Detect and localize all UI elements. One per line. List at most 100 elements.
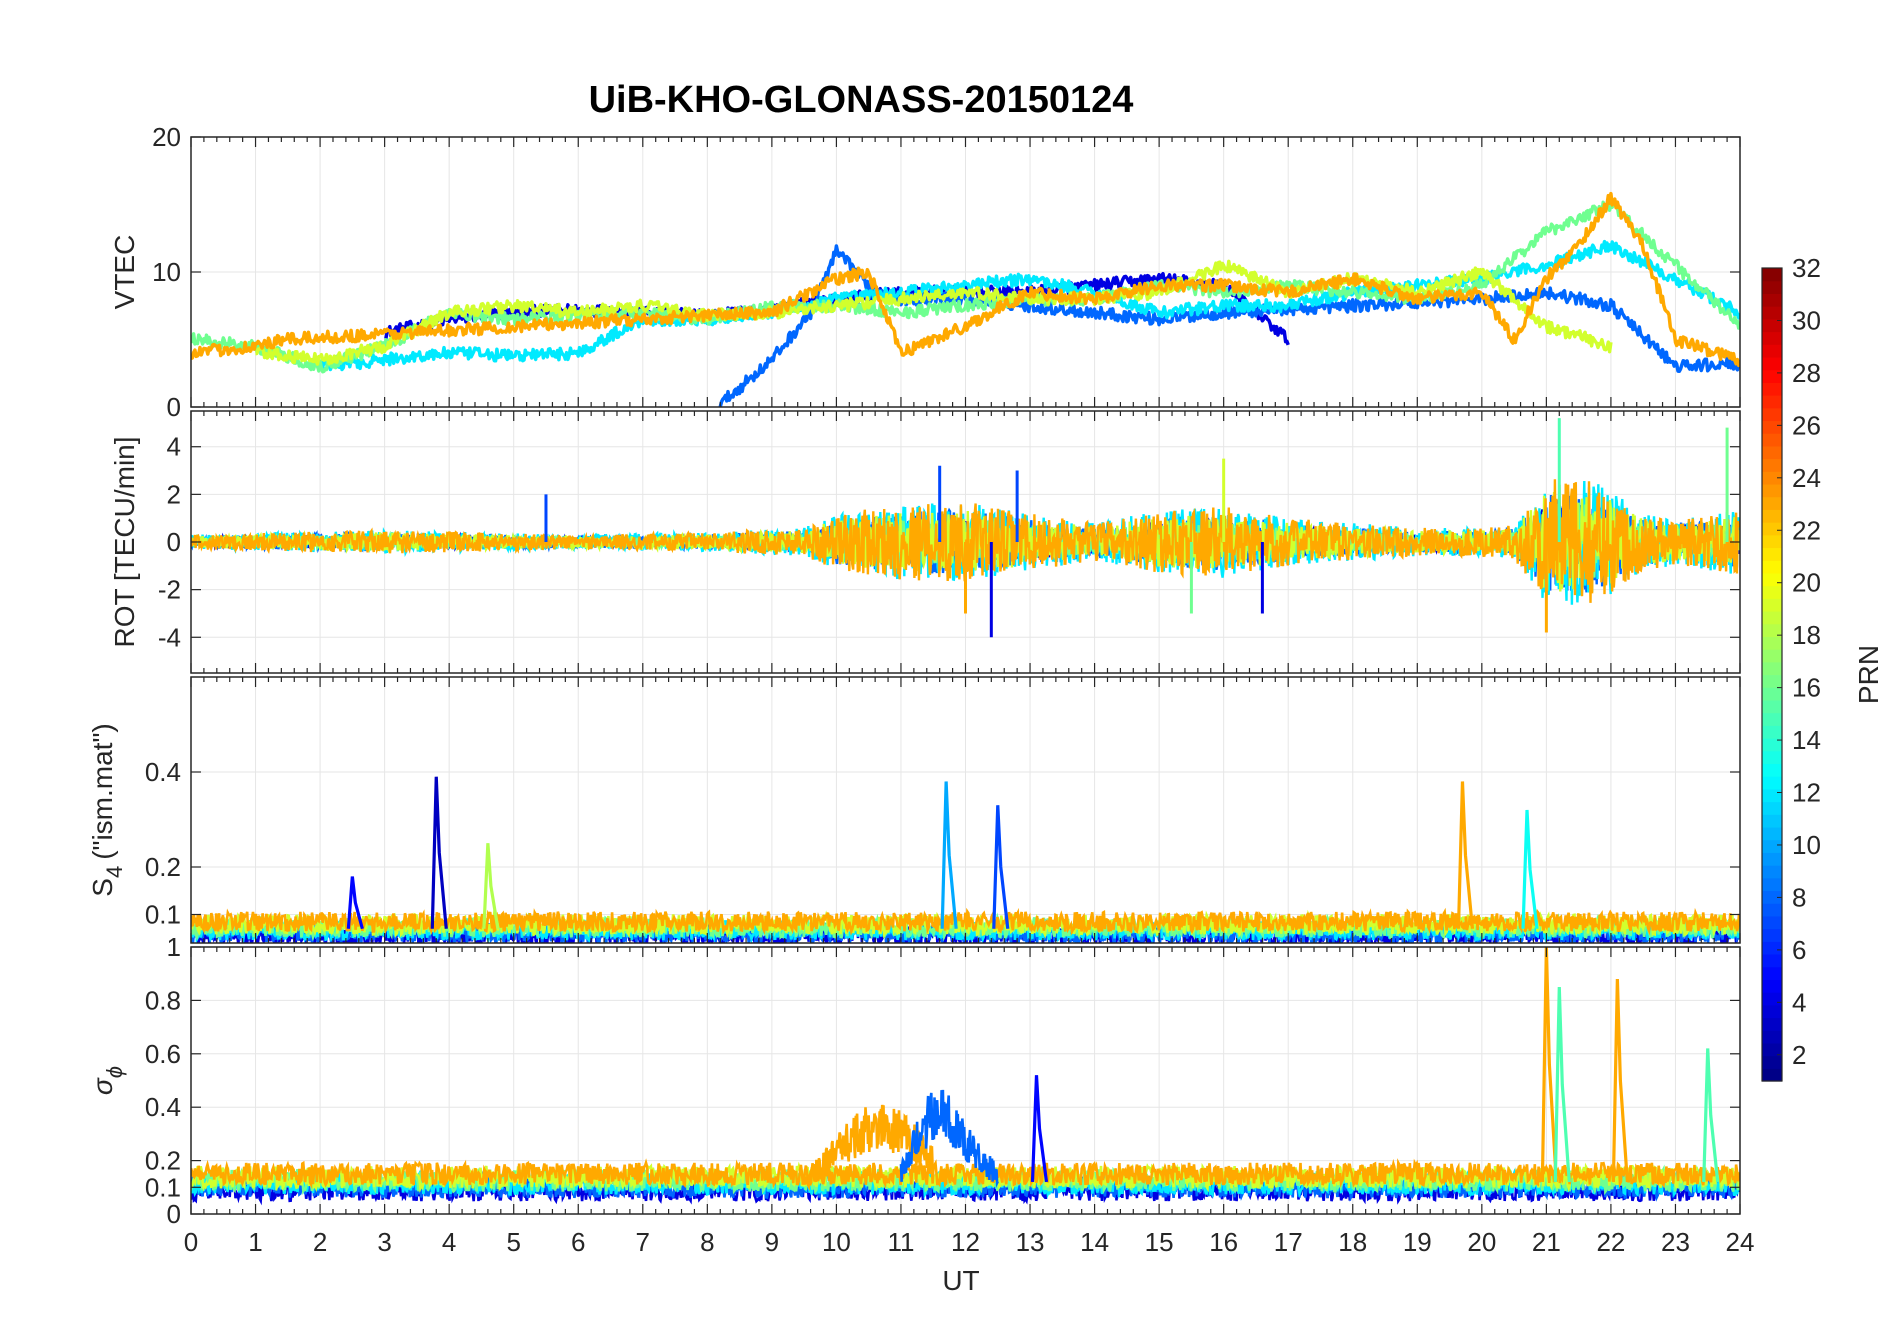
y-tick-label: 20 — [152, 122, 181, 152]
y-tick-label: 0 — [167, 392, 181, 422]
colorbar-segment — [1762, 852, 1782, 866]
colorbar-tick-label: 8 — [1792, 882, 1806, 912]
y-axis-label: VTEC — [109, 235, 140, 310]
colorbar-tick-label: 24 — [1792, 463, 1821, 493]
y-axis-label: ROT [TECU/min] — [109, 436, 140, 647]
colorbar-segment — [1762, 433, 1782, 447]
x-tick-label: 5 — [506, 1227, 520, 1257]
y-tick-label: 0.6 — [145, 1039, 181, 1069]
colorbar-segment — [1762, 344, 1782, 358]
colorbar-segment — [1762, 534, 1782, 549]
y-axis-label-sub: ϕ — [102, 1066, 127, 1078]
colorbar-segment — [1762, 395, 1782, 409]
colorbar-segment — [1762, 865, 1782, 879]
vtec-series-prn-23 — [191, 191, 1740, 368]
y-axis-label: σϕ — [87, 1066, 127, 1095]
y-tick-label: 0.2 — [145, 852, 181, 882]
colorbar-tick-label: 18 — [1792, 620, 1821, 650]
x-tick-label: 7 — [636, 1227, 650, 1257]
colorbar-segment — [1762, 636, 1782, 650]
x-tick-label: 1 — [248, 1227, 262, 1257]
colorbar-segment — [1762, 356, 1782, 371]
y-tick-label: 0.4 — [145, 1092, 181, 1122]
colorbar-segment — [1762, 725, 1782, 739]
x-tick-label: 3 — [377, 1227, 391, 1257]
colorbar-segment — [1762, 915, 1782, 930]
y-tick-label: 0.1 — [145, 1172, 181, 1202]
colorbar-segment — [1762, 280, 1782, 294]
s4-spike — [940, 781, 958, 929]
y-tick-label: 0.8 — [145, 985, 181, 1015]
y-tick-label: 0.4 — [145, 757, 181, 787]
y-axis-label-main: σ — [87, 1077, 118, 1095]
colorbar-segment — [1762, 306, 1782, 320]
colorbar-segment — [1762, 547, 1782, 561]
colorbar-label: PRN — [1853, 645, 1884, 704]
x-tick-label: 0 — [184, 1227, 198, 1257]
x-tick-label: 2 — [313, 1227, 327, 1257]
colorbar-segment — [1762, 814, 1782, 828]
colorbar-segment — [1762, 1030, 1782, 1044]
colorbar-segment — [1762, 966, 1782, 980]
colorbar-segment — [1762, 649, 1782, 663]
s4-spike — [430, 776, 448, 929]
x-tick-label: 20 — [1467, 1227, 1496, 1257]
data-layer — [191, 191, 1740, 407]
colorbar-tick-label: 22 — [1792, 515, 1821, 545]
colorbar-segment — [1762, 496, 1782, 510]
x-tick-label: 14 — [1080, 1227, 1109, 1257]
colorbar-segment — [1762, 598, 1782, 612]
y-tick-label: -4 — [158, 622, 181, 652]
colorbar-segment — [1762, 585, 1782, 599]
colorbar-segment — [1762, 471, 1782, 485]
colorbar-segment — [1762, 788, 1782, 803]
colorbar-segment — [1762, 763, 1782, 777]
sigma_phi-spike — [1030, 1075, 1049, 1183]
colorbar-segment — [1762, 560, 1782, 574]
colorbar-tick-label: 10 — [1792, 830, 1821, 860]
colorbar-tick-label: 30 — [1792, 305, 1821, 335]
data-layer — [191, 947, 1740, 1206]
s4-spike — [482, 843, 500, 930]
colorbar-segment — [1762, 941, 1782, 955]
colorbar-tick-label: 14 — [1792, 725, 1821, 755]
panel-s4: 0.1 0.2 0.4 S4 ("ism.mat") — [87, 676, 1741, 944]
s4-spike — [992, 805, 1010, 929]
x-tick-label: 8 — [700, 1227, 714, 1257]
x-tick-label: 12 — [951, 1227, 980, 1257]
colorbar-segment — [1762, 699, 1782, 714]
colorbar-segment — [1762, 953, 1782, 968]
colorbar-tick-label: 16 — [1792, 673, 1821, 703]
colorbar-segment — [1762, 1017, 1782, 1031]
s4-spike — [1456, 781, 1475, 929]
colorbar-segment — [1762, 331, 1782, 345]
colorbar-tick-label: 6 — [1792, 935, 1806, 965]
panel-rot: -4 -2 0 2 4 ROT [TECU/min] — [109, 410, 1741, 674]
x-tick-label: 24 — [1726, 1227, 1755, 1257]
colorbar-segment — [1762, 445, 1782, 460]
colorbar-segment — [1762, 509, 1782, 523]
y-tick-label: 10 — [152, 257, 181, 287]
x-tick-label: 15 — [1145, 1227, 1174, 1257]
colorbar-segment — [1762, 318, 1782, 333]
y-tick-label: 0.2 — [145, 1146, 181, 1176]
y-tick-label: 4 — [167, 432, 181, 462]
colorbar-segment — [1762, 839, 1782, 853]
colorbar-segment — [1762, 687, 1782, 701]
colorbar-segment — [1762, 826, 1782, 841]
colorbar-tick-label: 12 — [1792, 778, 1821, 808]
x-tick-label: 11 — [887, 1227, 914, 1257]
colorbar-segment — [1762, 420, 1782, 434]
colorbar-segment — [1762, 903, 1782, 917]
y-tick-label: 1 — [167, 932, 181, 962]
y-tick-label: 0 — [167, 1199, 181, 1229]
colorbar-segment — [1762, 1004, 1782, 1019]
x-tick-label: 22 — [1596, 1227, 1625, 1257]
y-axis-label-sub: 4 — [102, 866, 127, 878]
x-tick-label: 10 — [822, 1227, 851, 1257]
s4-series-prn-23 — [191, 907, 1740, 936]
colorbar-segment — [1762, 483, 1782, 498]
